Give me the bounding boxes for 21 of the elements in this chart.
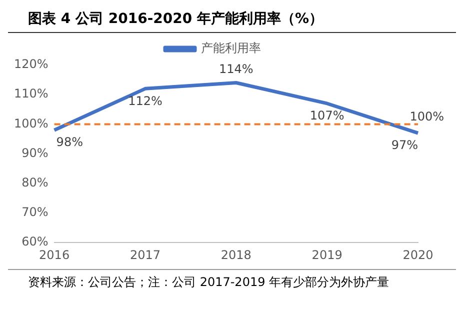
- ref-line-label: 100%: [410, 109, 444, 124]
- y-tick-label: 120%: [14, 57, 48, 72]
- legend-label: 产能利用率: [201, 41, 261, 56]
- y-tick-label: 60%: [22, 234, 48, 249]
- data-label: 112%: [128, 94, 162, 108]
- x-tick-label: 2020: [402, 248, 434, 262]
- x-tick-label: 2018: [220, 248, 252, 262]
- data-label: 107%: [310, 108, 344, 123]
- y-tick-label: 110%: [14, 86, 48, 101]
- y-tick-label: 80%: [22, 176, 48, 190]
- data-label: 97%: [391, 138, 418, 152]
- y-tick-label: 100%: [14, 116, 48, 130]
- chart-title: 图表 4 公司 2016-2020 年产能利用率（%）: [8, 8, 456, 33]
- data-label: 114%: [218, 62, 254, 76]
- text: 资料来源：公司公告；注：公司 2017-2019 年有少部分为外协产量: [28, 274, 390, 291]
- x-tick-label: 2019: [312, 248, 342, 262]
- y-tick-label: 90%: [22, 146, 48, 160]
- data-label: 98%: [56, 135, 83, 150]
- x-tick-label: 2016: [39, 248, 70, 262]
- x-tick-label: 2017: [130, 248, 161, 262]
- y-tick-label: 70%: [22, 205, 48, 220]
